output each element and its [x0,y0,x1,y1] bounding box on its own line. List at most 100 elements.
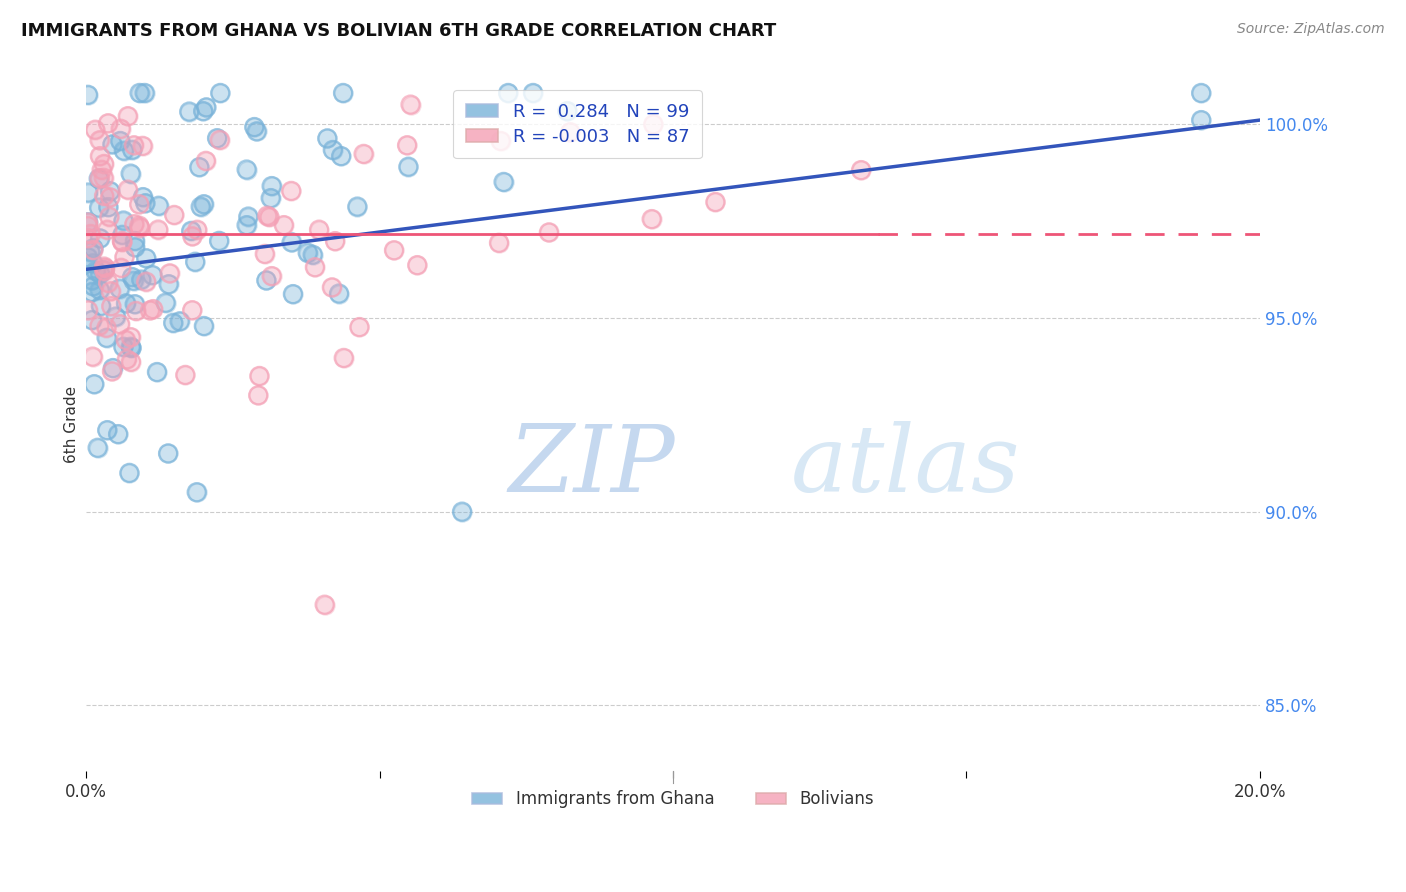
Point [260,191,283,205]
Point [93,170,115,185]
Point [235,162,257,177]
Point [157,446,180,460]
Point [112,144,135,158]
Point [640,212,662,227]
Point [322,143,344,157]
Point [382,244,405,258]
Point [115,296,138,310]
Point [304,260,326,275]
Point [186,485,208,500]
Point [129,220,152,235]
Point [180,224,202,238]
Point [114,333,136,347]
Point [114,250,136,264]
Point [281,287,304,301]
Point [314,598,336,612]
Point [124,234,146,248]
Point [89,283,111,297]
Point [1189,86,1212,100]
Point [120,330,142,344]
Point [396,138,419,153]
Point [77,87,100,102]
Point [643,117,665,131]
Point [108,317,131,331]
Point [110,260,132,275]
Point [89,267,111,281]
Point [98,210,121,224]
Point [84,122,107,136]
Point [560,125,582,139]
Point [89,318,111,333]
Point [148,222,170,236]
Point [382,244,405,258]
Point [260,269,283,284]
Point [245,124,267,138]
Point [273,218,295,232]
Point [96,222,118,236]
Point [323,234,346,248]
Point [100,285,122,299]
Point [128,219,150,233]
Point [396,138,419,153]
Point [80,285,103,299]
Point [112,144,135,158]
Point [174,368,197,382]
Point [77,231,100,245]
Point [146,365,169,379]
Point [89,133,111,147]
Point [560,125,582,139]
Point [129,272,152,286]
Point [179,104,201,119]
Point [157,277,180,292]
Point [174,368,197,382]
Point [332,351,354,365]
Point [169,314,191,328]
Point [111,234,134,248]
Point [125,304,148,318]
Point [186,223,208,237]
Point [96,320,118,334]
Point [82,243,104,257]
Point [120,167,142,181]
Point [194,153,217,168]
Point [297,245,319,260]
Point [205,131,228,145]
Point [79,227,101,241]
Point [89,231,111,245]
Point [704,194,727,209]
Point [125,304,148,318]
Point [249,368,271,383]
Point [194,153,217,168]
Point [243,120,266,134]
Point [163,208,186,222]
Point [1189,113,1212,128]
Point [208,133,231,147]
Point [98,190,121,204]
Point [132,190,155,204]
Point [330,149,353,163]
Point [82,350,104,364]
Point [148,199,170,213]
Point [208,133,231,147]
Point [93,157,115,171]
Point [209,86,232,100]
Point [406,258,429,272]
Point [188,160,211,174]
Point [259,210,281,224]
Point [112,340,135,354]
Point [96,331,118,345]
Point [121,143,143,157]
Point [451,505,474,519]
Point [100,299,122,313]
Point [124,217,146,231]
Point [96,423,118,437]
Point [349,320,371,334]
Point [235,218,257,232]
Point [180,224,202,238]
Point [128,197,150,211]
Point [93,188,115,202]
Point [184,254,207,268]
Point [184,254,207,268]
Point [96,331,118,345]
Point [159,267,181,281]
